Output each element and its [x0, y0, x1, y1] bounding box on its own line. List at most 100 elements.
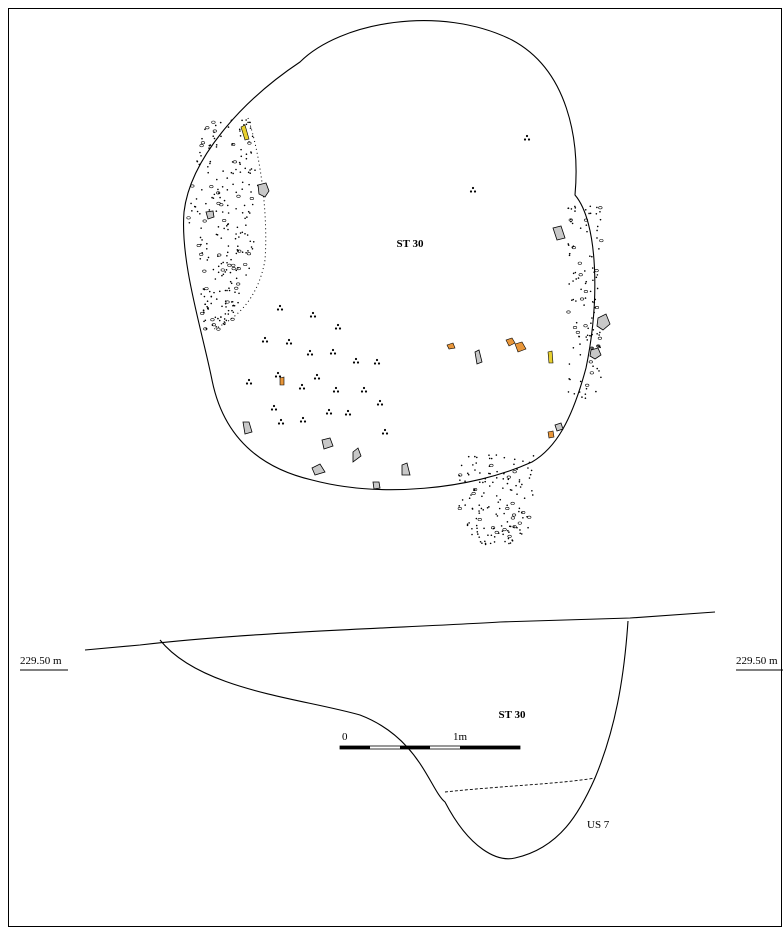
dot [245, 119, 247, 121]
dot [460, 464, 463, 467]
dot [354, 357, 358, 361]
dot [246, 234, 249, 236]
dot [572, 280, 574, 282]
dot [206, 300, 209, 302]
dot [578, 273, 583, 277]
stone [372, 481, 381, 490]
dot [473, 489, 475, 492]
dot [250, 246, 253, 248]
dot [201, 188, 203, 191]
dot [219, 196, 221, 199]
dot [225, 306, 227, 308]
dot [572, 298, 575, 301]
dot [280, 308, 284, 311]
dot [232, 160, 238, 164]
dot [205, 202, 207, 205]
dot [497, 501, 500, 503]
dot [226, 251, 229, 254]
dot [206, 242, 208, 245]
dot [265, 340, 269, 343]
dot [202, 269, 207, 273]
dot [247, 378, 251, 382]
dot [599, 331, 601, 334]
dot [315, 373, 319, 377]
dot [360, 390, 364, 393]
dot [230, 171, 233, 174]
dot [188, 221, 191, 224]
dot [495, 454, 498, 456]
stone [257, 182, 270, 198]
dot [220, 135, 222, 138]
dot [239, 232, 242, 234]
dot [568, 252, 571, 255]
dot [464, 504, 466, 506]
dot [235, 207, 237, 210]
dot [220, 268, 225, 272]
dot [501, 530, 504, 532]
dot [479, 540, 482, 543]
dot [238, 161, 241, 164]
dot [203, 320, 205, 323]
dot [218, 290, 221, 293]
dot [507, 534, 512, 538]
dot [492, 481, 494, 484]
dot [499, 498, 502, 501]
dot [217, 253, 222, 257]
dot [235, 191, 238, 194]
dot [479, 472, 481, 474]
scale-segment [400, 746, 430, 749]
dot [495, 513, 498, 515]
dot [513, 463, 515, 466]
dot [329, 412, 333, 415]
dot [206, 305, 208, 308]
dot [468, 522, 470, 524]
dot [247, 250, 249, 252]
dot [383, 428, 387, 432]
dot [586, 334, 589, 337]
dot [596, 225, 599, 228]
dot [239, 171, 242, 173]
dot [508, 531, 510, 533]
dot [274, 375, 278, 378]
dot [364, 390, 368, 393]
dot [488, 472, 490, 475]
dot [263, 336, 267, 340]
dot [504, 540, 506, 543]
dot [571, 299, 573, 302]
dot [594, 306, 596, 309]
dot [509, 542, 512, 544]
dot [500, 525, 503, 527]
dot [227, 313, 230, 315]
dot [521, 483, 523, 486]
dot [226, 254, 228, 257]
dot [287, 338, 291, 342]
dot [201, 239, 203, 241]
dot [245, 274, 247, 276]
stone [589, 347, 602, 360]
dot [236, 194, 241, 198]
dot [310, 353, 314, 356]
dot [221, 185, 224, 188]
dot [299, 420, 303, 423]
dot [476, 531, 479, 533]
elevation-label: 229.50 m [736, 655, 778, 667]
dot [586, 339, 589, 341]
dot [221, 274, 223, 277]
dot [531, 494, 534, 496]
dot [513, 458, 516, 461]
dot [596, 287, 599, 290]
dot [196, 243, 201, 247]
dot [481, 495, 483, 498]
stone [311, 463, 326, 476]
dot [571, 222, 574, 225]
dot [482, 509, 485, 511]
dot [599, 239, 604, 243]
dot [221, 305, 223, 308]
dot [209, 160, 212, 163]
dot [594, 269, 599, 273]
fragment [514, 341, 527, 353]
dot [225, 300, 230, 304]
scale-start: 0 [342, 731, 348, 743]
dot [202, 309, 205, 311]
dot [237, 249, 242, 253]
